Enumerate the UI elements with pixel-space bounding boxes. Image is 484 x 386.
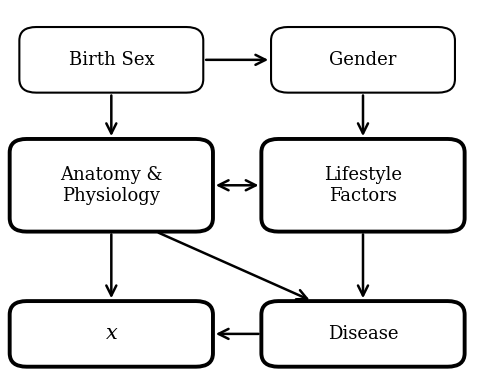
FancyBboxPatch shape (261, 139, 465, 232)
Text: Anatomy &
Physiology: Anatomy & Physiology (60, 166, 163, 205)
FancyBboxPatch shape (19, 27, 203, 93)
Text: Gender: Gender (329, 51, 397, 69)
FancyBboxPatch shape (10, 139, 213, 232)
Text: Lifestyle
Factors: Lifestyle Factors (324, 166, 402, 205)
FancyBboxPatch shape (271, 27, 455, 93)
FancyBboxPatch shape (10, 301, 213, 367)
Text: Disease: Disease (328, 325, 398, 343)
Text: x: x (106, 324, 117, 344)
Text: Birth Sex: Birth Sex (69, 51, 154, 69)
FancyBboxPatch shape (261, 301, 465, 367)
